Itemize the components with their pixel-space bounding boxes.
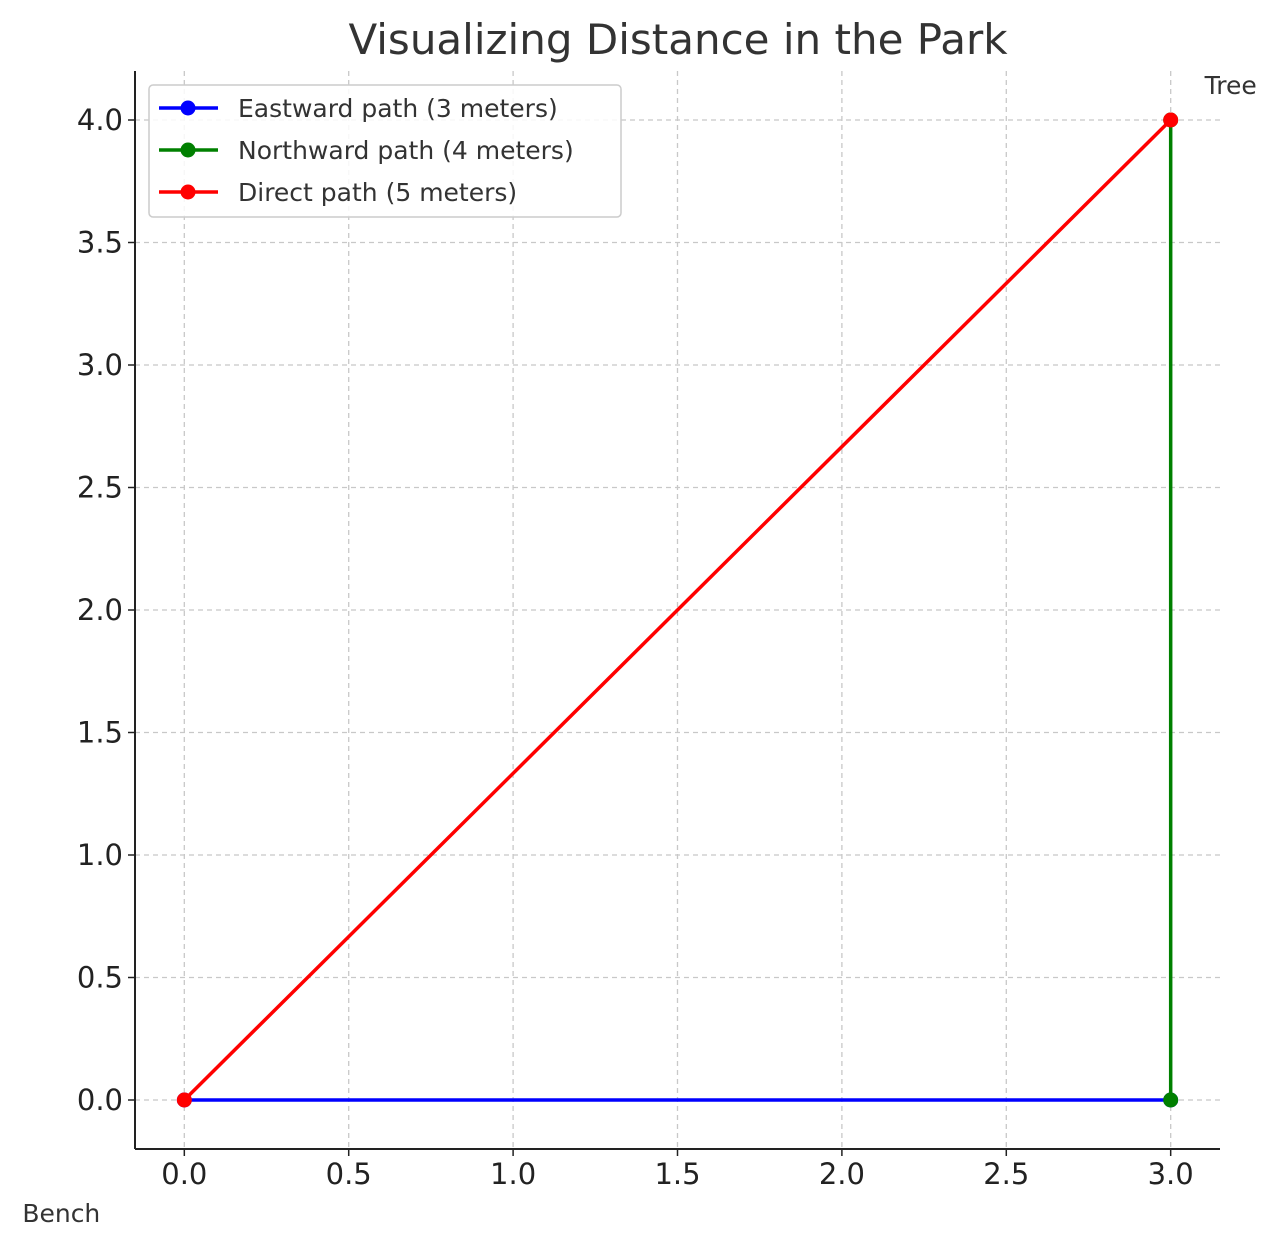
- annotation-layer: Bench Tree: [22, 71, 1256, 1228]
- series-3-point: [1163, 112, 1179, 128]
- legend-marker-1: [180, 100, 196, 116]
- annotation-bench: Bench: [22, 1199, 100, 1228]
- y-tick-label: 0.0: [77, 1083, 123, 1117]
- legend: Eastward path (3 meters) Northward path (…: [148, 84, 622, 218]
- series-line-3: [183, 118, 1172, 1102]
- legend-marker-2: [180, 142, 196, 158]
- legend-frame: [148, 84, 622, 218]
- tick-layer: 0.0 0.5 1.0 1.5 2.0 2.5 3.0 0.0 0.5 1.0 1.5 2.0 2.5 3…: [77, 103, 1194, 1191]
- y-tick-label: 2.0: [77, 593, 123, 627]
- x-tick-label: 0.5: [326, 1157, 372, 1191]
- x-tick-label: 1.5: [654, 1157, 700, 1191]
- x-tick-label: 1.0: [490, 1157, 536, 1191]
- y-tick-label: 4.0: [77, 103, 123, 137]
- y-tick-label: 3.5: [77, 226, 123, 260]
- y-tick-label: 2.5: [77, 471, 123, 505]
- y-tick-label: 1.0: [77, 838, 123, 872]
- annotation-tree: Tree: [1204, 71, 1257, 100]
- legend-marker-3: [180, 184, 196, 200]
- y-tick-label: 0.5: [77, 961, 123, 995]
- legend-label-2: Northward path (4 meters): [238, 136, 574, 165]
- chart-title: Visualizing Distance in the Park: [348, 15, 1008, 64]
- x-tick-label: 2.5: [983, 1157, 1029, 1191]
- series-layer: [176, 112, 1179, 1108]
- legend-label-1: Eastward path (3 meters): [238, 94, 558, 123]
- y-tick-label: 1.5: [77, 716, 123, 750]
- series-2-point: [1163, 1092, 1179, 1108]
- series-3-point: [176, 1092, 192, 1108]
- x-tick-label: 2.0: [819, 1157, 865, 1191]
- y-tick-label: 3.0: [77, 348, 123, 382]
- legend-label-3: Direct path (5 meters): [238, 178, 517, 207]
- x-tick-label: 0.0: [161, 1157, 207, 1191]
- x-tick-label: 3.0: [1148, 1157, 1194, 1191]
